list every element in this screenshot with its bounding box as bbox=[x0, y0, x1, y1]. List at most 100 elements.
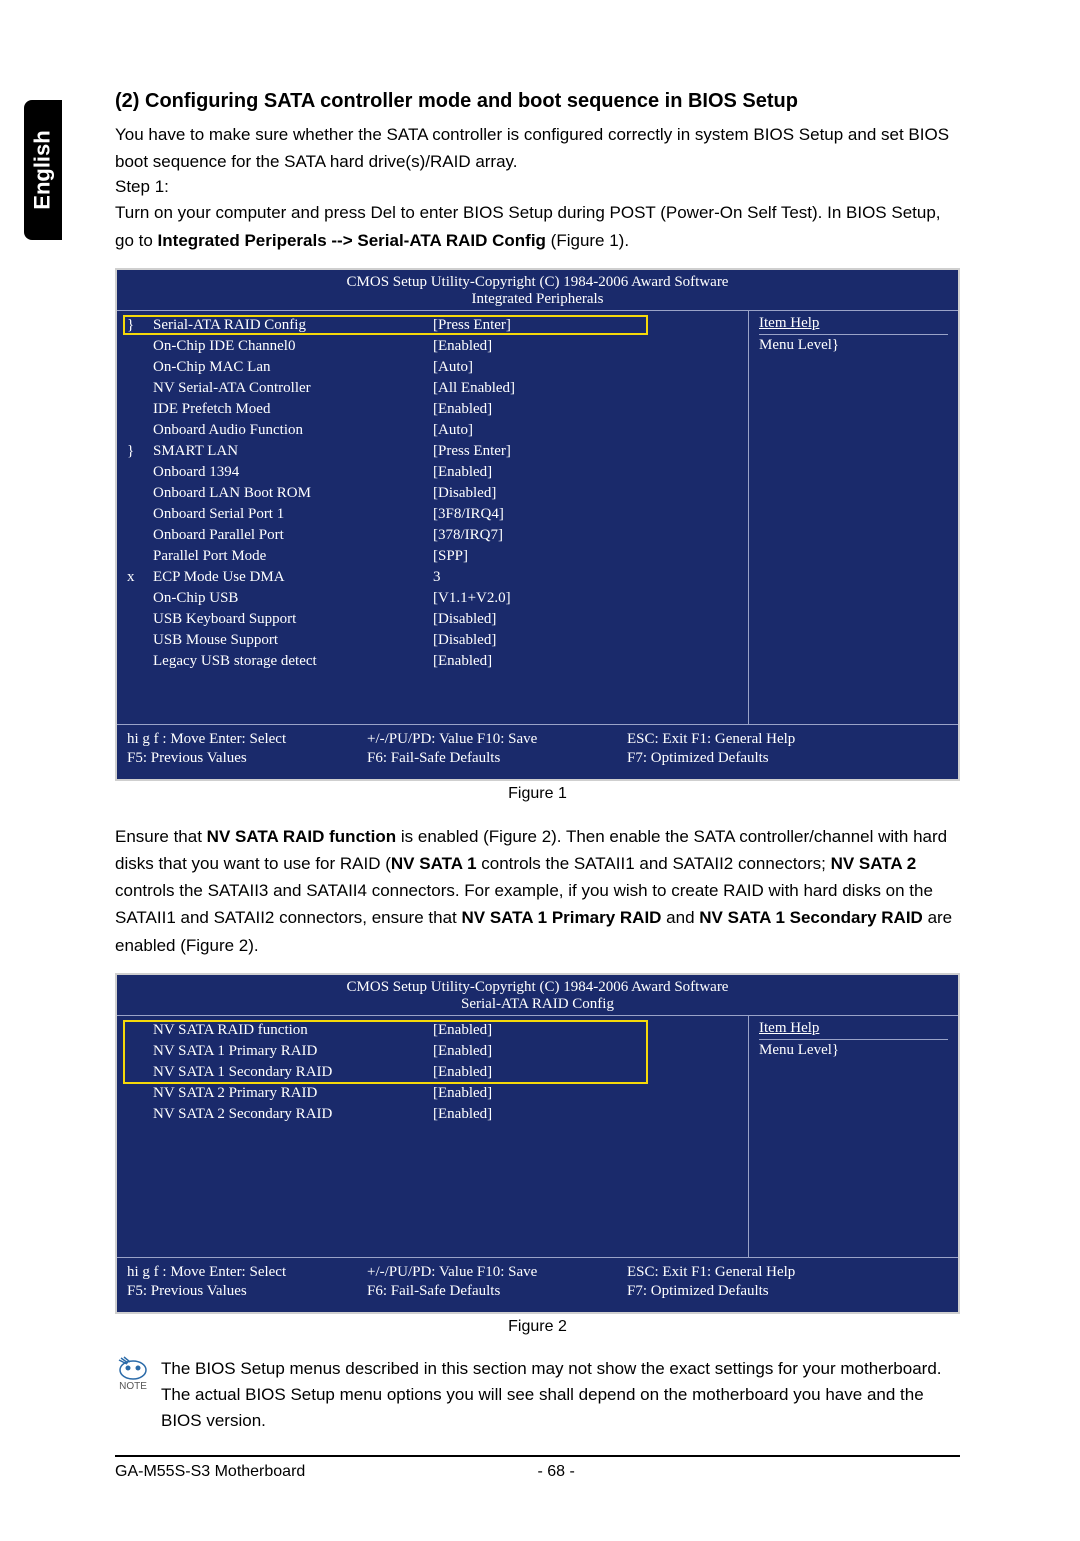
bios-figure-2: CMOS Setup Utility-Copyright (C) 1984-20… bbox=[115, 973, 960, 1314]
bios1-row: NV Serial-ATA Controller[All Enabled] bbox=[127, 378, 742, 399]
paragraph-1: You have to make sure whether the SATA c… bbox=[115, 121, 960, 175]
row-value: [Enabled] bbox=[433, 1062, 742, 1083]
bios1-row: xECP Mode Use DMA3 bbox=[127, 567, 742, 588]
bios2-row: NV SATA 2 Secondary RAID[Enabled] bbox=[127, 1104, 742, 1125]
bios1-body: }Serial-ATA RAID Config[Press Enter]On-C… bbox=[117, 311, 958, 725]
row-label: Onboard 1394 bbox=[153, 462, 433, 483]
bios1-row: Parallel Port Mode[SPP] bbox=[127, 546, 742, 567]
step-1-label: Step 1: bbox=[115, 177, 960, 197]
bios2-footer: hi g f : Move Enter: Select F5: Previous… bbox=[117, 1258, 958, 1312]
para2-post: (Figure 1). bbox=[546, 231, 629, 250]
bios1-item-help: Item Help bbox=[759, 315, 948, 335]
row-label: On-Chip MAC Lan bbox=[153, 357, 433, 378]
bios2-f-f6: F6: Fail-Safe Defaults bbox=[367, 1283, 627, 1300]
bios2-row: NV SATA RAID function[Enabled] bbox=[127, 1020, 742, 1041]
bios1-f-move: hi g f : Move Enter: Select bbox=[127, 731, 367, 748]
bios1-copyright: CMOS Setup Utility-Copyright (C) 1984-20… bbox=[117, 274, 958, 291]
row-value: [Enabled] bbox=[433, 462, 742, 483]
row-value: [Disabled] bbox=[433, 630, 742, 651]
row-label: NV SATA RAID function bbox=[153, 1020, 433, 1041]
bios2-right-panel: Item Help Menu Level} bbox=[748, 1016, 958, 1257]
row-value: [Enabled] bbox=[433, 651, 742, 672]
row-label: Onboard LAN Boot ROM bbox=[153, 483, 433, 504]
row-value: [Enabled] bbox=[433, 1104, 742, 1125]
bios1-row: Onboard LAN Boot ROM[Disabled] bbox=[127, 483, 742, 504]
bios1-row: Onboard Parallel Port[378/IRQ7] bbox=[127, 525, 742, 546]
row-value: [Press Enter] bbox=[433, 315, 742, 336]
row-label: NV SATA 1 Primary RAID bbox=[153, 1041, 433, 1062]
page-content: (2) Configuring SATA controller mode and… bbox=[0, 0, 1080, 1541]
p3-b1: NV SATA RAID function bbox=[207, 827, 397, 846]
note-block: NOTE The BIOS Setup menus described in t… bbox=[115, 1356, 960, 1435]
page-footer: GA-M55S-S3 Motherboard - 68 - bbox=[115, 1455, 960, 1481]
bios1-left-panel: }Serial-ATA RAID Config[Press Enter]On-C… bbox=[117, 311, 748, 724]
bios2-item-help: Item Help bbox=[759, 1020, 948, 1040]
bios2-row: NV SATA 1 Primary RAID[Enabled] bbox=[127, 1041, 742, 1062]
bios1-row: }Serial-ATA RAID Config[Press Enter] bbox=[127, 315, 742, 336]
row-value: [V1.1+V2.0] bbox=[433, 588, 742, 609]
bios1-f-f6: F6: Fail-Safe Defaults bbox=[367, 750, 627, 767]
bios1-row: USB Mouse Support[Disabled] bbox=[127, 630, 742, 651]
row-label: ECP Mode Use DMA bbox=[153, 567, 433, 588]
section-title: (2) Configuring SATA controller mode and… bbox=[115, 90, 960, 113]
bios2-left-panel: NV SATA RAID function[Enabled]NV SATA 1 … bbox=[117, 1016, 748, 1257]
figure-2-caption: Figure 2 bbox=[115, 1318, 960, 1336]
bios1-row: Onboard Audio Function[Auto] bbox=[127, 420, 742, 441]
row-value: [3F8/IRQ4] bbox=[433, 504, 742, 525]
bios2-f-value: +/-/PU/PD: Value F10: Save bbox=[367, 1264, 627, 1281]
bios2-copyright: CMOS Setup Utility-Copyright (C) 1984-20… bbox=[117, 979, 958, 996]
row-mark: } bbox=[127, 315, 153, 336]
bios1-f-f5: F5: Previous Values bbox=[127, 750, 367, 767]
bios2-row: NV SATA 1 Secondary RAID[Enabled] bbox=[127, 1062, 742, 1083]
row-label: Serial-ATA RAID Config bbox=[153, 315, 433, 336]
bios-figure-1: CMOS Setup Utility-Copyright (C) 1984-20… bbox=[115, 268, 960, 781]
bios2-header: CMOS Setup Utility-Copyright (C) 1984-20… bbox=[117, 975, 958, 1016]
bios2-f-move: hi g f : Move Enter: Select bbox=[127, 1264, 367, 1281]
p3-b3: NV SATA 2 bbox=[831, 854, 917, 873]
p3-t5: and bbox=[661, 908, 699, 927]
bios1-row: USB Keyboard Support[Disabled] bbox=[127, 609, 742, 630]
row-value: [378/IRQ7] bbox=[433, 525, 742, 546]
row-label: Onboard Serial Port 1 bbox=[153, 504, 433, 525]
row-value: [Auto] bbox=[433, 357, 742, 378]
row-label: Onboard Audio Function bbox=[153, 420, 433, 441]
bios2-menu-level: Menu Level} bbox=[759, 1042, 948, 1059]
row-label: Onboard Parallel Port bbox=[153, 525, 433, 546]
row-label: Parallel Port Mode bbox=[153, 546, 433, 567]
note-text: The BIOS Setup menus described in this s… bbox=[161, 1356, 960, 1435]
row-mark: x bbox=[127, 567, 153, 588]
bios2-body: NV SATA RAID function[Enabled]NV SATA 1 … bbox=[117, 1016, 958, 1258]
bios2-f-f5: F5: Previous Values bbox=[127, 1283, 367, 1300]
footer-page-number: - 68 - bbox=[538, 1463, 961, 1481]
row-value: [SPP] bbox=[433, 546, 742, 567]
bios2-row: NV SATA 2 Primary RAID[Enabled] bbox=[127, 1083, 742, 1104]
bios1-row: IDE Prefetch Moed[Enabled] bbox=[127, 399, 742, 420]
p3-t3: controls the SATAII1 and SATAII2 connect… bbox=[477, 854, 831, 873]
row-label: SMART LAN bbox=[153, 441, 433, 462]
row-value: [All Enabled] bbox=[433, 378, 742, 399]
row-value: 3 bbox=[433, 567, 742, 588]
row-label: NV SATA 2 Primary RAID bbox=[153, 1083, 433, 1104]
bios1-row: }SMART LAN[Press Enter] bbox=[127, 441, 742, 462]
bios2-f-f7: F7: Optimized Defaults bbox=[627, 1283, 857, 1300]
row-label: Legacy USB storage detect bbox=[153, 651, 433, 672]
p3-t1: Ensure that bbox=[115, 827, 207, 846]
bios2-f-esc: ESC: Exit F1: General Help bbox=[627, 1264, 857, 1281]
bios1-row: Onboard Serial Port 1[3F8/IRQ4] bbox=[127, 504, 742, 525]
bios1-footer: hi g f : Move Enter: Select F5: Previous… bbox=[117, 725, 958, 779]
note-icon: NOTE bbox=[115, 1356, 151, 1392]
row-label: NV Serial-ATA Controller bbox=[153, 378, 433, 399]
footer-product: GA-M55S-S3 Motherboard bbox=[115, 1463, 538, 1481]
p3-b5: NV SATA 1 Secondary RAID bbox=[699, 908, 923, 927]
figure-1-caption: Figure 1 bbox=[115, 785, 960, 803]
p3-b2: NV SATA 1 bbox=[391, 854, 477, 873]
row-value: [Disabled] bbox=[433, 609, 742, 630]
row-label: NV SATA 2 Secondary RAID bbox=[153, 1104, 433, 1125]
bios1-right-panel: Item Help Menu Level} bbox=[748, 311, 958, 724]
row-mark: } bbox=[127, 441, 153, 462]
row-value: [Auto] bbox=[433, 420, 742, 441]
row-value: [Enabled] bbox=[433, 1020, 742, 1041]
language-tab: English bbox=[24, 100, 62, 240]
row-label: IDE Prefetch Moed bbox=[153, 399, 433, 420]
row-label: USB Keyboard Support bbox=[153, 609, 433, 630]
